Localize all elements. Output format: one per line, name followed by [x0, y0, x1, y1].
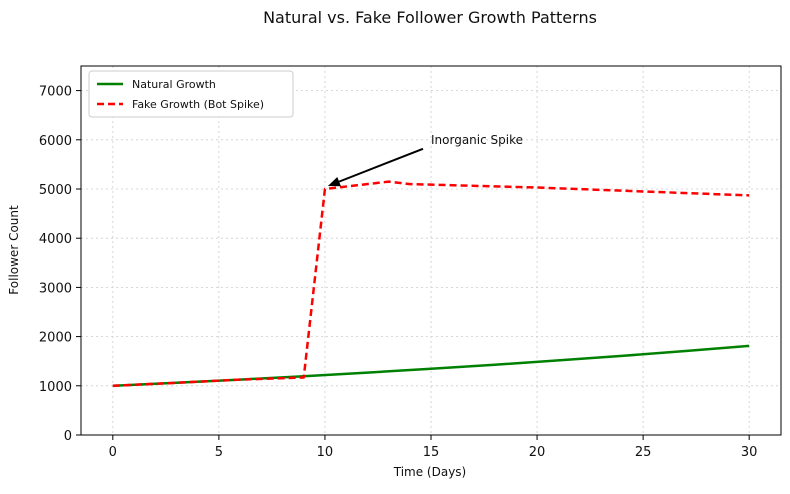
x-tick-label: 30: [741, 445, 758, 460]
legend-label-fake-growth: Fake Growth (Bot Spike): [132, 98, 264, 111]
x-tick-label: 10: [317, 445, 334, 460]
legend: Natural Growth Fake Growth (Bot Spike): [88, 70, 294, 118]
legend-box: [88, 70, 294, 118]
y-tick-label: 5000: [39, 183, 72, 198]
y-tick-label: 0: [64, 429, 72, 444]
y-tick-label: 2000: [39, 331, 72, 346]
series-line-natural-growth: [112, 344, 750, 388]
annotation-layer: Inorganic Spike: [327, 133, 523, 187]
plot-frame: [80, 65, 782, 436]
legend-label-natural-growth: Natural Growth: [132, 78, 216, 91]
tick-layer: 0 5 10 15 20 25 30 0 1000 2000 3000 4000 5000 6000 700…: [39, 85, 758, 460]
annotation-arrow-head: [327, 176, 341, 187]
x-tick-label: 20: [529, 445, 546, 460]
series-layer: [112, 180, 750, 388]
x-axis-label: Time (Days): [393, 465, 467, 479]
x-tick-label: 25: [635, 445, 652, 460]
y-axis-label: Follower Count: [7, 205, 21, 295]
x-tick-label: 0: [109, 445, 117, 460]
y-tick-label: 3000: [39, 281, 72, 296]
y-tick-label: 7000: [39, 85, 72, 100]
chart-title: Natural vs. Fake Follower Growth Pattern…: [263, 8, 597, 27]
annotation-text: Inorganic Spike: [431, 133, 523, 147]
y-tick-label: 1000: [39, 380, 72, 395]
y-tick-label: 6000: [39, 134, 72, 149]
x-tick-label: 5: [215, 445, 223, 460]
annotation-arrow-shaft: [338, 147, 424, 183]
series-line-fake-growth: [112, 180, 750, 388]
y-tick-label: 4000: [39, 232, 72, 247]
x-tick-label: 15: [423, 445, 440, 460]
grid-layer: [81, 66, 781, 436]
